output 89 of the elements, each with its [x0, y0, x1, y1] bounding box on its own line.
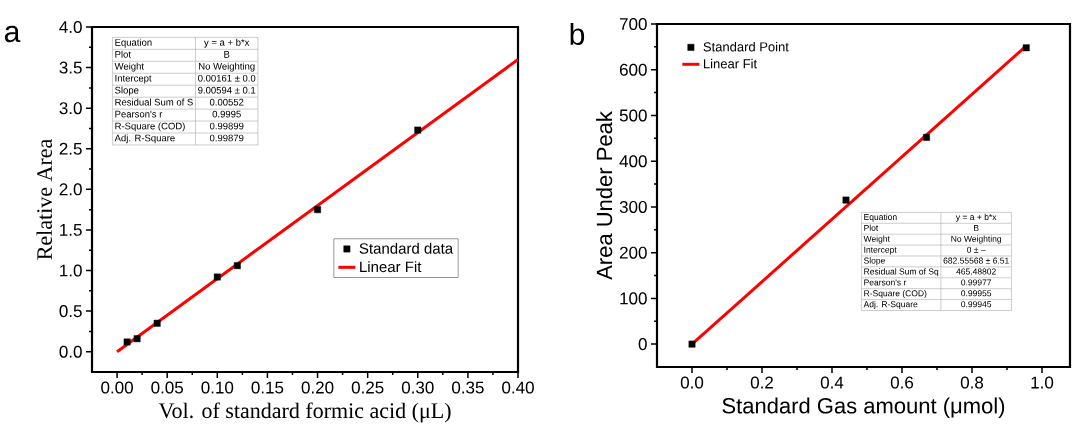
annotation: 0.99899	[209, 122, 244, 130]
x-tick-label: 0.6	[890, 376, 914, 389]
y-tick-label: 0	[638, 338, 647, 351]
y-tick-label: 400	[619, 155, 647, 168]
y-tick-label: 600	[619, 63, 647, 76]
annotation: B	[974, 224, 979, 231]
annotation: 0.99955	[961, 290, 992, 297]
point	[414, 126, 422, 134]
x-tick-label: 0.2	[750, 376, 773, 389]
annotation: Plot	[115, 50, 131, 58]
annotation: 0.00552	[209, 98, 244, 106]
x-tick-label: 0.4	[820, 376, 844, 389]
annotation: 0.00161 ± 0.0	[198, 74, 256, 82]
x-axis-title: Vol. of standard formic acid (μL)	[158, 402, 451, 423]
annotation: Pearson's r	[115, 110, 163, 118]
x-tick-label: 0.8	[960, 376, 984, 389]
x-tick-label: 0.0	[680, 376, 704, 389]
point	[123, 338, 131, 346]
y-tick-label: 2.0	[59, 183, 82, 196]
annotation: Slope	[863, 257, 885, 266]
y-tick-label: 300	[619, 200, 647, 213]
y-tick-label: 1.5	[60, 224, 82, 236]
annotation: R-Square (COD)	[115, 122, 185, 132]
annotation: Residual Sum of Sq	[864, 268, 939, 277]
point	[688, 340, 696, 348]
annotation: Equation	[115, 38, 152, 48]
annotation: R-Square (COD)	[864, 290, 927, 298]
annotation: 0.99879	[209, 134, 244, 142]
y-tick-label: 2.5	[59, 142, 82, 155]
x-tick-label: 0.20	[301, 381, 334, 394]
legend-label: Standard data	[359, 242, 454, 254]
legend-label: Linear Fit	[703, 58, 757, 69]
annotation: 0.9995	[212, 110, 241, 118]
point	[213, 273, 221, 281]
point	[1022, 44, 1030, 52]
annotation: B	[224, 51, 230, 58]
point	[233, 262, 241, 270]
y-tick-label: 3.5	[59, 61, 82, 74]
point	[842, 196, 850, 204]
x-tick-label: 0.30	[401, 381, 434, 394]
annotation: Intercept	[864, 246, 897, 255]
annotation: Adj. R-Square	[114, 134, 175, 144]
y-tick-label: 3.0	[59, 102, 82, 115]
x-tick-label: 0.40	[502, 381, 534, 394]
point	[153, 319, 161, 327]
annotation: Adj. R-Square	[863, 300, 918, 309]
y-tick-label: 4.0	[59, 20, 82, 34]
x-tick-label: 0.25	[351, 381, 384, 394]
point	[133, 335, 141, 343]
annotation: Weight	[863, 235, 890, 244]
annotation: Equation	[864, 213, 897, 222]
legend-label: Standard Point	[703, 41, 789, 52]
x-tick-label: 0.15	[251, 381, 284, 394]
y-axis-title: Area Under Peak	[596, 111, 613, 280]
annotation: 9.00594 ± 0.1	[198, 86, 256, 94]
annotation: No Weighting	[951, 235, 1002, 244]
text: b	[570, 22, 585, 46]
x-tick-label: 1.0	[1031, 376, 1054, 389]
x-tick-label: 0.35	[452, 381, 484, 394]
y-tick-label: 200	[619, 246, 647, 259]
point	[314, 206, 321, 214]
annotation: No Weighting	[199, 62, 255, 72]
text: a	[4, 25, 21, 43]
annotation: Intercept	[115, 74, 152, 84]
annotation: Residual Sum of S	[115, 98, 193, 106]
annotation: 0 ± –	[967, 246, 986, 253]
point	[923, 134, 930, 141]
annotation: 0.99945	[961, 301, 992, 308]
y-tick-label: 500	[619, 109, 647, 122]
y-tick-label: 0.5	[59, 305, 82, 318]
legend-label: Linear Fit	[360, 261, 422, 273]
y-tick-label: 1.0	[60, 264, 82, 277]
annotation: 682.55568 ± 6.51	[943, 257, 1009, 264]
x-tick-label: 0.10	[201, 381, 234, 394]
x-tick-label: 0.00	[101, 381, 133, 394]
annotation: y = a + b*x	[955, 213, 997, 222]
annotation: 0.99977	[961, 279, 992, 286]
x-axis-title: Standard Gas amount (μmol)	[722, 397, 1005, 418]
annotation: y = a + b*x	[204, 38, 250, 48]
annotation: Plot	[864, 224, 879, 231]
annotation: Weight	[114, 62, 144, 72]
y-tick-label: 0.0	[59, 345, 82, 358]
y-tick-label: 700	[619, 17, 647, 31]
annotation: 465.48802	[956, 268, 996, 275]
x-tick-label: 0.05	[151, 381, 184, 394]
annotation: Pearson's r	[864, 279, 907, 286]
y-axis-title: Relative Area	[36, 139, 52, 260]
annotation: Slope	[115, 86, 139, 96]
y-tick-label: 100	[620, 292, 647, 305]
